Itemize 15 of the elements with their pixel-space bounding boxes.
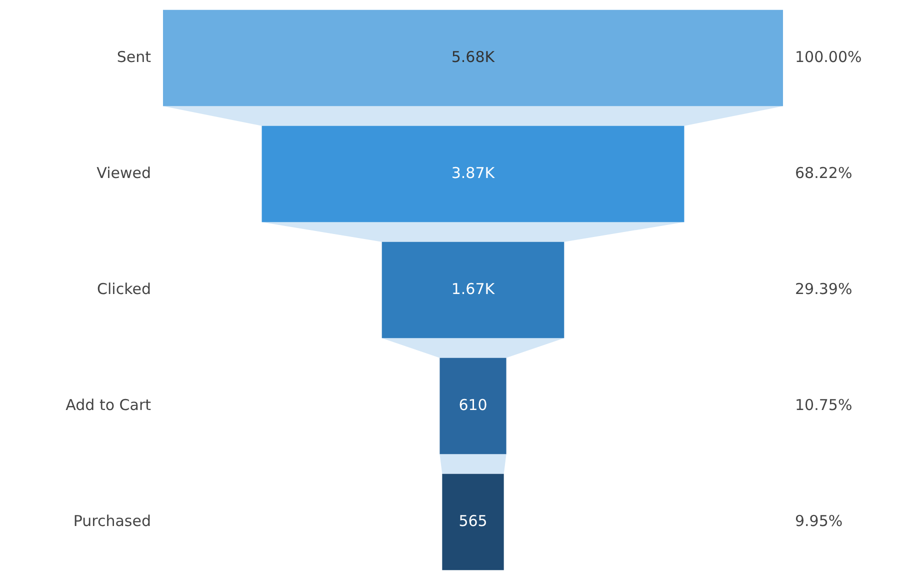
text: 10.75% <box>795 396 852 414</box>
text: 29.39% <box>795 280 852 298</box>
data-label: 3.87K <box>451 164 496 182</box>
data-label: 5.68K <box>451 48 496 66</box>
data-label: 610 <box>458 396 488 414</box>
category-label: Sent <box>116 48 152 66</box>
category-label: Purchased <box>73 512 151 530</box>
data-label: 1.67K <box>451 280 496 298</box>
category-label: Clicked <box>97 280 151 298</box>
text: 9.95% <box>795 512 843 530</box>
text: 68.22% <box>795 164 852 182</box>
category-label: Add to Cart <box>66 396 152 414</box>
category-label: Viewed <box>96 164 151 182</box>
data-label: 565 <box>458 512 488 530</box>
text: 100.00% <box>795 48 862 66</box>
